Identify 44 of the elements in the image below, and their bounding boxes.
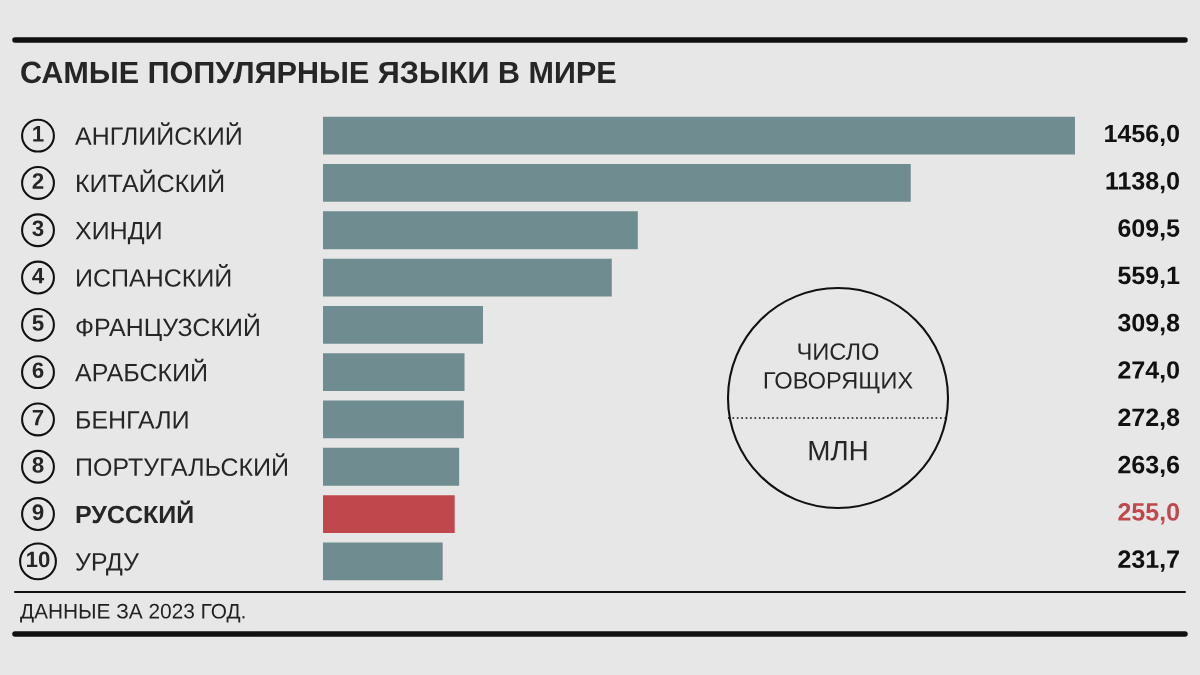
y-tick-label: РУССКИЙ: [76, 500, 193, 524]
y-tick-label: ИСПАНСКИЙ: [77, 264, 231, 287]
bar: [323, 400, 464, 439]
bar: [323, 116, 1075, 155]
bar: [323, 353, 465, 392]
data-label: 274,0: [1118, 361, 1179, 383]
text: 2: [32, 173, 44, 189]
y-tick-label: АНГЛИЙСКИЙ: [75, 122, 241, 145]
text: 7: [32, 409, 44, 426]
text: 9: [32, 504, 44, 521]
text: 10: [27, 551, 50, 568]
annotation: ЧИСЛО ГОВОРЯЩИХ: [764, 343, 913, 394]
data-label: 231,7: [1118, 550, 1179, 572]
text: 1: [33, 126, 44, 142]
text: 4: [32, 268, 45, 284]
bar: [323, 542, 443, 581]
data-label: 1138,0: [1106, 171, 1179, 194]
data-label: 255,0: [1118, 503, 1179, 525]
text: 5: [32, 315, 44, 331]
text: 3: [32, 220, 44, 237]
data-label: 559,1: [1118, 266, 1180, 288]
y-tick-label: ХИНДИ: [75, 222, 161, 245]
bar: [323, 164, 911, 202]
chart-title: САМЫЕ ПОПУЛЯРНЫЕ ЯЗЫКИ В МИРЕ: [21, 61, 616, 84]
bar: [323, 305, 484, 344]
data-label: 263,6: [1118, 455, 1180, 478]
y-tick-label: ПОРТУГАЛЬСКИЙ: [77, 453, 287, 477]
bar: [323, 495, 455, 533]
y-tick-label: КИТАЙСКИЙ: [77, 169, 224, 193]
y-tick-label: УРДУ: [75, 553, 140, 576]
bar: [323, 447, 460, 486]
text: ДАННЫЕ ЗА 2023 ГОД.: [20, 603, 245, 623]
y-tick-label: БЕНГАЛИ: [77, 411, 188, 429]
data-label: 272,8: [1118, 408, 1180, 430]
data-label: 309,8: [1118, 313, 1180, 336]
bar: [323, 258, 612, 297]
data-label: 1456,0: [1105, 124, 1179, 146]
annotation: МЛН: [809, 441, 867, 461]
text: 8: [32, 456, 44, 473]
text: 6: [32, 362, 44, 379]
data-label: 609,5: [1118, 219, 1180, 241]
y-tick-label: АРАБСКИЙ: [75, 358, 206, 382]
y-tick-label: ФРАНЦУЗСКИЙ: [76, 313, 259, 341]
bar: [323, 211, 638, 250]
